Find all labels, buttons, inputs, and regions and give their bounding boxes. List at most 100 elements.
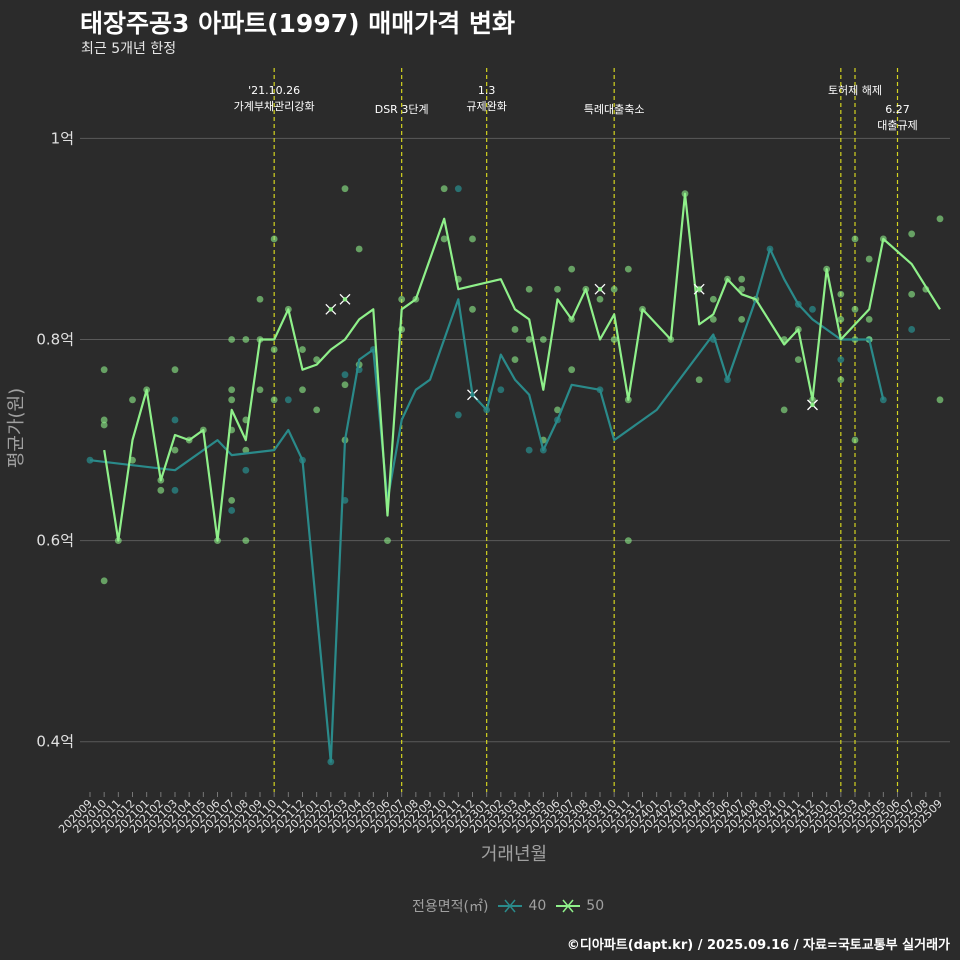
point-50 [610, 336, 618, 343]
point-50 [355, 245, 363, 253]
event-label: 6.27 [885, 103, 910, 116]
point-50 [157, 486, 165, 494]
legend: 전용면적(㎡) 40 50 [412, 896, 604, 916]
point-50 [709, 315, 717, 323]
point-40 [837, 356, 845, 364]
point-50 [270, 346, 278, 353]
line-layer [89, 192, 941, 763]
event-label: DSR 3단계 [375, 103, 429, 116]
point-50 [242, 336, 250, 343]
cross-center [470, 392, 475, 398]
point-50 [865, 255, 873, 263]
point-40 [809, 305, 816, 313]
point-50 [568, 265, 576, 273]
point-50 [100, 577, 108, 585]
point-50 [341, 381, 349, 389]
point-50 [837, 315, 845, 323]
point-50 [228, 396, 236, 404]
legend-swatch-50 [556, 899, 581, 913]
point-50 [837, 376, 845, 384]
point-40 [242, 466, 250, 474]
point-50 [256, 386, 264, 394]
point-50 [242, 446, 250, 454]
point-50 [554, 406, 561, 414]
point-50 [554, 285, 561, 293]
point-50 [908, 290, 916, 298]
point-50 [851, 436, 859, 444]
event-label: 대출규제 [877, 119, 917, 132]
point-50 [539, 336, 547, 343]
point-40 [454, 185, 462, 193]
point-50 [695, 376, 703, 384]
legend-label-40: 40 [528, 898, 547, 914]
point-40 [341, 371, 349, 379]
point-40 [908, 326, 916, 333]
point-50 [171, 446, 179, 454]
point-50 [794, 356, 802, 364]
cross-marker-50 [594, 283, 606, 295]
event-label: 특례대출축소 [584, 103, 645, 116]
event-layer: '21.10.26 가계부채관리강화 DSR 3단계 1.3 규제완화 특례대출축소 토허제… [234, 68, 918, 792]
point-50 [851, 305, 859, 313]
marker-layer [325, 283, 818, 411]
point-40 [284, 396, 292, 404]
point-50 [242, 537, 250, 545]
y-tick-label: 0.6억 [36, 532, 74, 550]
point-50 [709, 295, 717, 303]
point-50 [780, 406, 788, 414]
point-50 [100, 366, 108, 374]
point-50 [270, 235, 278, 243]
series-line-50 [103, 192, 941, 542]
point-50 [865, 315, 873, 323]
point-50 [469, 235, 476, 243]
point-50 [440, 235, 448, 243]
cross-center [696, 287, 702, 292]
y-tick-label: 0.8억 [36, 331, 74, 349]
scatter-layer [86, 185, 944, 766]
legend-label-50: 50 [586, 898, 605, 914]
event-label: 가계부채관리강화 [234, 100, 315, 113]
event-label: 토허제 해제 [828, 83, 882, 97]
grid-layer [80, 137, 950, 743]
cross-marker-50 [325, 303, 337, 315]
series-line-40 [89, 247, 885, 763]
point-50 [341, 185, 349, 193]
point-50 [299, 386, 306, 394]
chart-subtitle: 최근 5개년 한정 [81, 41, 177, 57]
cross-center [328, 307, 334, 312]
cross-marker-50 [693, 283, 705, 295]
cross-center [810, 402, 815, 408]
point-40 [86, 456, 94, 464]
legend-key-40: 40 [496, 898, 546, 914]
point-50 [610, 285, 618, 293]
point-40 [171, 416, 179, 424]
event-label: 규제완화 [466, 100, 506, 113]
point-50 [596, 295, 604, 303]
y-axis-label: 평균가(원) [6, 388, 27, 468]
y-tick-label: 0.4억 [36, 733, 74, 751]
point-50 [129, 396, 136, 404]
point-50 [624, 265, 632, 273]
source-caption: ©디아파트(dapt.kr) / 2025.09.16 / 자료=국토교통부 실… [566, 938, 950, 953]
point-40 [525, 446, 533, 454]
point-50 [525, 285, 533, 293]
cross-marker-50 [339, 293, 351, 305]
point-50 [568, 366, 576, 374]
point-40 [228, 507, 236, 514]
event-label: '21.10.26 [248, 84, 300, 97]
event-label: 1.3 [478, 84, 496, 97]
legend-swatch-40 [498, 899, 523, 913]
point-50 [525, 336, 533, 343]
point-50 [738, 315, 746, 323]
legend-key-50: 50 [554, 898, 604, 914]
point-50 [511, 326, 519, 333]
point-50 [936, 215, 944, 223]
point-50 [624, 537, 632, 545]
point-50 [228, 336, 236, 343]
chart-title: 태장주공3 아파트(1997) 매매가격 변화 [80, 9, 515, 38]
y-tick-label: 1억 [51, 129, 74, 147]
point-50 [384, 537, 391, 545]
point-50 [228, 386, 236, 394]
x-axis-label: 거래년월 [481, 844, 547, 865]
point-50 [228, 496, 236, 504]
